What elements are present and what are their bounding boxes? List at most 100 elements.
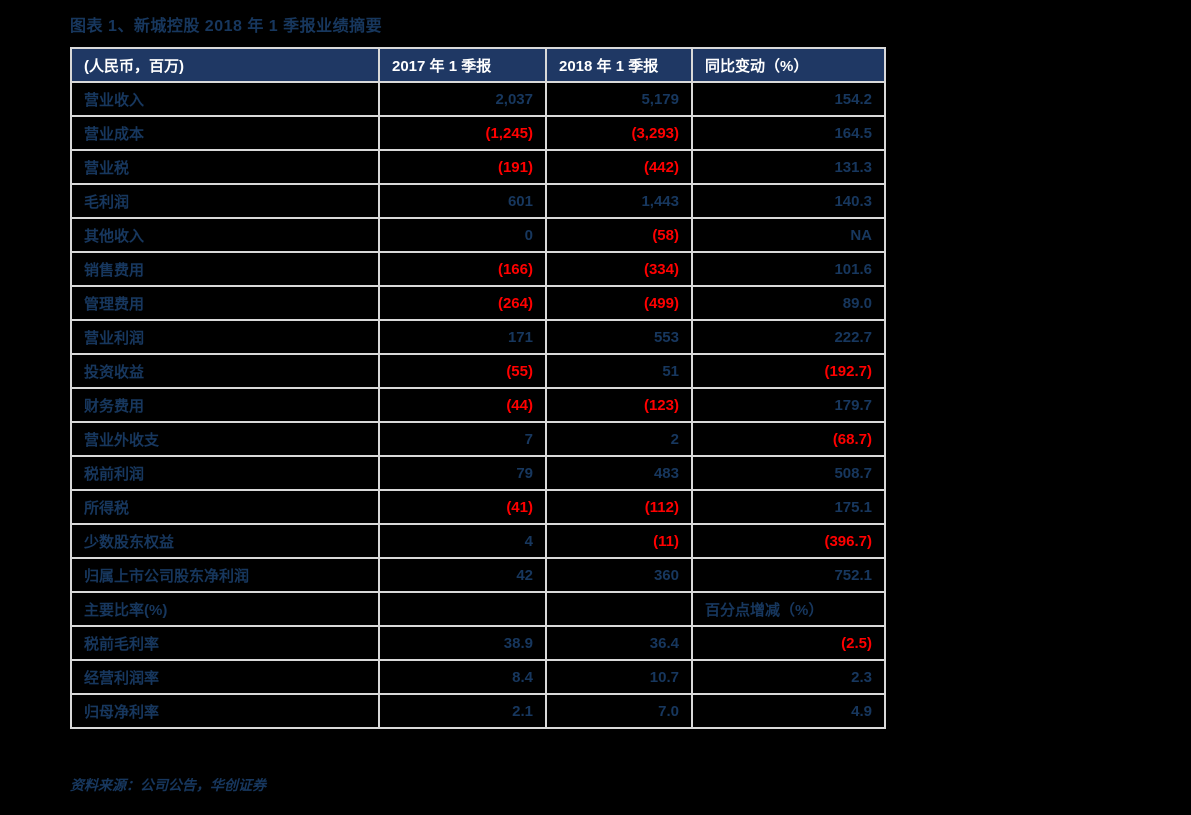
table-row: 经营利润率 8.4 10.7 2.3 <box>70 659 886 695</box>
cell-value: 553 <box>545 319 693 355</box>
table-row: 管理费用 (264) (499) 89.0 <box>70 285 886 321</box>
financial-summary-table: (人民币，百万) 2017 年 1 季报 2018 年 1 季报 同比变动（%）… <box>70 47 886 729</box>
cell-value: 179.7 <box>691 387 886 423</box>
cell-value: (1,245) <box>378 115 547 151</box>
cell-value: 2.3 <box>691 659 886 695</box>
cell-value: 42 <box>378 557 547 593</box>
row-label: 营业收入 <box>70 81 380 117</box>
cell-value: 752.1 <box>691 557 886 593</box>
row-label: 所得税 <box>70 489 380 525</box>
column-header-unit: (人民币，百万) <box>70 47 380 83</box>
table-row: 所得税 (41) (112) 175.1 <box>70 489 886 525</box>
table-row: 投资收益 (55) 51 (192.7) <box>70 353 886 389</box>
source-note: 资料来源：公司公告，华创证券 <box>70 777 266 793</box>
cell-value: (58) <box>545 217 693 253</box>
table-row: 其他收入 0 (58) NA <box>70 217 886 253</box>
cell-value: (55) <box>378 353 547 389</box>
table-row: 税前利润 79 483 508.7 <box>70 455 886 491</box>
cell-value: 36.4 <box>545 625 693 661</box>
cell-value: 38.9 <box>378 625 547 661</box>
table-row: 税前毛利率 38.9 36.4 (2.5) <box>70 625 886 661</box>
cell-value: 10.7 <box>545 659 693 695</box>
cell-value: NA <box>691 217 886 253</box>
cell-value: 79 <box>378 455 547 491</box>
cell-value: 4 <box>378 523 547 559</box>
cell-value: 2.1 <box>378 693 547 729</box>
table-header-row: (人民币，百万) 2017 年 1 季报 2018 年 1 季报 同比变动（%） <box>70 47 886 83</box>
cell-value: (123) <box>545 387 693 423</box>
cell-value: (112) <box>545 489 693 525</box>
cell-value: 175.1 <box>691 489 886 525</box>
cell-value: 7 <box>378 421 547 457</box>
cell-value: (3,293) <box>545 115 693 151</box>
cell-value: 601 <box>378 183 547 219</box>
cell-value: (334) <box>545 251 693 287</box>
figure-title: 图表 1、新城控股 2018 年 1 季报业绩摘要 <box>70 18 383 35</box>
row-label: 毛利润 <box>70 183 380 219</box>
cell-value: 508.7 <box>691 455 886 491</box>
row-label: 主要比率(%) <box>70 591 380 627</box>
column-header-2017q1: 2017 年 1 季报 <box>378 47 547 83</box>
cell-value: 51 <box>545 353 693 389</box>
column-header-2018q1: 2018 年 1 季报 <box>545 47 693 83</box>
cell-value: 131.3 <box>691 149 886 185</box>
cell-value: 140.3 <box>691 183 886 219</box>
cell-value: 360 <box>545 557 693 593</box>
cell-value <box>545 591 693 627</box>
table-row: 毛利润 601 1,443 140.3 <box>70 183 886 219</box>
cell-value: (166) <box>378 251 547 287</box>
table-row: 营业收入 2,037 5,179 154.2 <box>70 81 886 117</box>
row-label: 其他收入 <box>70 217 380 253</box>
table-row: 少数股东权益 4 (11) (396.7) <box>70 523 886 559</box>
table-row: 主要比率(%) 百分点增减（%） <box>70 591 886 627</box>
row-label: 营业成本 <box>70 115 380 151</box>
row-label: 投资收益 <box>70 353 380 389</box>
row-label: 财务费用 <box>70 387 380 423</box>
cell-value: 7.0 <box>545 693 693 729</box>
cell-value: 0 <box>378 217 547 253</box>
cell-value: 1,443 <box>545 183 693 219</box>
table-row: 营业税 (191) (442) 131.3 <box>70 149 886 185</box>
cell-value: (44) <box>378 387 547 423</box>
cell-value: 8.4 <box>378 659 547 695</box>
row-label: 营业利润 <box>70 319 380 355</box>
cell-value: (499) <box>545 285 693 321</box>
cell-value: (442) <box>545 149 693 185</box>
cell-value: 2 <box>545 421 693 457</box>
cell-value: (41) <box>378 489 547 525</box>
cell-value: 154.2 <box>691 81 886 117</box>
table-row: 财务费用 (44) (123) 179.7 <box>70 387 886 423</box>
row-label: 经营利润率 <box>70 659 380 695</box>
table-row: 营业外收支 7 2 (68.7) <box>70 421 886 457</box>
cell-value: (68.7) <box>691 421 886 457</box>
table-row: 归母净利率 2.1 7.0 4.9 <box>70 693 886 729</box>
row-label: 税前毛利率 <box>70 625 380 661</box>
row-label: 税前利润 <box>70 455 380 491</box>
column-header-yoy-change: 同比变动（%） <box>691 47 886 83</box>
cell-value: 89.0 <box>691 285 886 321</box>
table-row: 销售费用 (166) (334) 101.6 <box>70 251 886 287</box>
cell-value: (2.5) <box>691 625 886 661</box>
row-label: 管理费用 <box>70 285 380 321</box>
row-label: 营业税 <box>70 149 380 185</box>
row-label: 销售费用 <box>70 251 380 287</box>
cell-value: 101.6 <box>691 251 886 287</box>
row-label: 归属上市公司股东净利润 <box>70 557 380 593</box>
row-label: 营业外收支 <box>70 421 380 457</box>
cell-value: (192.7) <box>691 353 886 389</box>
table-row: 营业利润 171 553 222.7 <box>70 319 886 355</box>
cell-value: (396.7) <box>691 523 886 559</box>
table-row: 归属上市公司股东净利润 42 360 752.1 <box>70 557 886 593</box>
cell-value: 5,179 <box>545 81 693 117</box>
table-row: 营业成本 (1,245) (3,293) 164.5 <box>70 115 886 151</box>
cell-value: (11) <box>545 523 693 559</box>
cell-value: 171 <box>378 319 547 355</box>
cell-value: 222.7 <box>691 319 886 355</box>
cell-value: 2,037 <box>378 81 547 117</box>
cell-value: 百分点增减（%） <box>691 591 886 627</box>
row-label: 少数股东权益 <box>70 523 380 559</box>
cell-value: 164.5 <box>691 115 886 151</box>
cell-value: 483 <box>545 455 693 491</box>
cell-value: (191) <box>378 149 547 185</box>
